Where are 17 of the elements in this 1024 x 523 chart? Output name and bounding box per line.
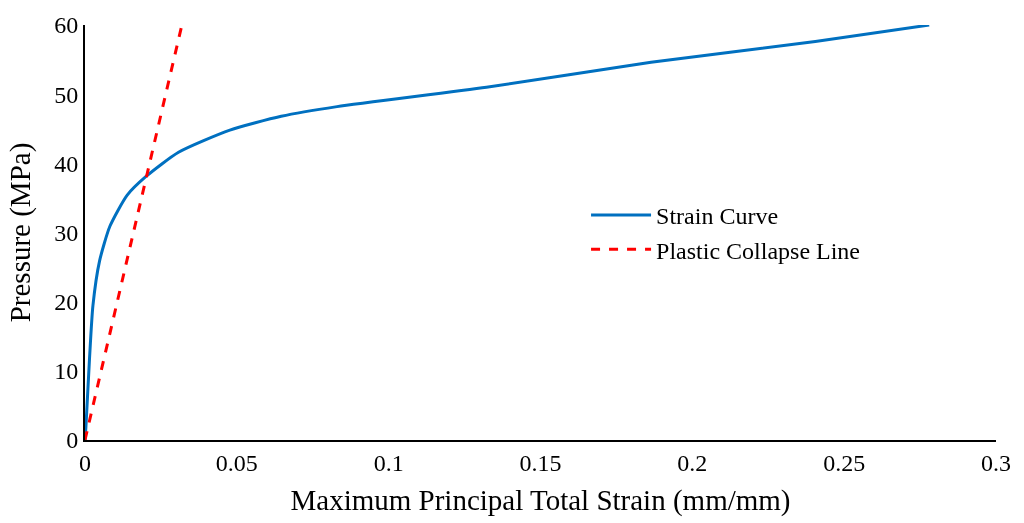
x-tick-label: 0.15 bbox=[519, 449, 562, 476]
x-axis-title: Maximum Principal Total Strain (mm/mm) bbox=[290, 484, 791, 518]
y-axis-title: Pressure (MPa) bbox=[4, 142, 38, 323]
y-tick-label: 10 bbox=[54, 358, 79, 385]
y-tick-label: 50 bbox=[54, 81, 79, 108]
legend-label: Strain Curve bbox=[656, 203, 779, 230]
y-tick-label: 0 bbox=[66, 427, 79, 454]
y-tick-label: 40 bbox=[54, 150, 79, 177]
y-tick-label: 30 bbox=[54, 219, 79, 246]
x-tick-label: 0.2 bbox=[677, 449, 708, 476]
x-tick-label: 0.1 bbox=[373, 449, 404, 476]
legend-label: Plastic Collapse Line bbox=[656, 237, 861, 264]
y-tick-label: 60 bbox=[54, 12, 79, 39]
x-tick-label: 0.3 bbox=[981, 449, 1011, 476]
y-tick-label: 20 bbox=[54, 289, 79, 316]
x-tick-label: 0.05 bbox=[215, 449, 258, 476]
x-tick-label: 0.25 bbox=[823, 449, 866, 476]
